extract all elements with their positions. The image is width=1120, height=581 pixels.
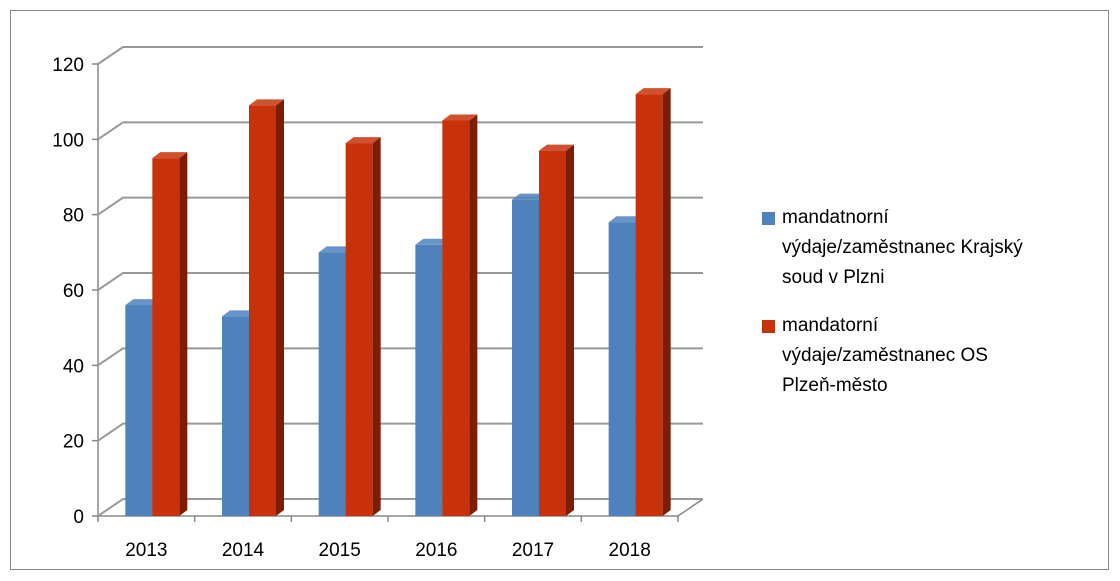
- y-tick-label: 120: [52, 55, 84, 76]
- legend-label: mandatnorní výdaje/zaměstnanec Krajský s…: [782, 207, 1023, 288]
- grid-line: [97, 46, 703, 65]
- bar-face: [318, 252, 346, 517]
- y-tick-label: 40: [63, 356, 84, 377]
- bar-face: [249, 105, 276, 516]
- bar-face: [608, 222, 636, 516]
- bar-face: [635, 94, 663, 516]
- bar-face: [566, 144, 574, 516]
- bar-face: [608, 216, 644, 223]
- y-tick-label: 80: [63, 206, 84, 227]
- bar-face: [125, 305, 153, 516]
- bar-face: [415, 244, 443, 517]
- bar: [635, 88, 671, 516]
- bar: [345, 137, 381, 516]
- bar: [249, 99, 284, 516]
- bar-face: [152, 158, 180, 516]
- y-tick-label: 20: [63, 432, 84, 453]
- bar: [442, 114, 478, 516]
- bar-face: [442, 114, 478, 121]
- grid-line: [97, 498, 703, 517]
- bar-face: [415, 238, 451, 245]
- bar-face: [539, 150, 566, 516]
- grid-line: [97, 196, 703, 216]
- y-tick-label: 0: [73, 507, 84, 528]
- legend: mandatnorní výdaje/zaměstnanec Krajský s…: [762, 203, 1042, 419]
- legend-label: mandatorní výdaje/zaměstnanec OS Plzeň-m…: [782, 315, 988, 396]
- bar-face: [345, 137, 381, 144]
- y-tick-label: 60: [63, 281, 84, 302]
- x-tick-label: 2017: [512, 540, 554, 561]
- x-tick-label: 2018: [609, 540, 651, 561]
- bar-face: [125, 299, 161, 306]
- bar-face: [249, 99, 284, 106]
- bar: [539, 144, 574, 516]
- bar-face: [222, 316, 249, 516]
- x-tick-label: 2013: [125, 540, 167, 561]
- x-tick-label: 2016: [415, 540, 457, 561]
- y-tick-label: 100: [52, 130, 84, 151]
- bar-face: [662, 88, 671, 516]
- bar-face: [635, 88, 671, 95]
- grid-line: [97, 121, 703, 141]
- bar: [152, 152, 188, 516]
- x-tick-label: 2015: [319, 540, 361, 561]
- legend-item: mandatorní výdaje/zaměstnanec OS Plzeň-m…: [762, 311, 1042, 401]
- bar-face: [276, 99, 284, 516]
- bar-face: [372, 137, 381, 516]
- frame: [10, 10, 1109, 570]
- bar-face: [512, 193, 547, 200]
- legend-item: mandatnorní výdaje/zaměstnanec Krajský s…: [762, 203, 1042, 293]
- bar-face: [512, 199, 539, 516]
- grid-line: [97, 422, 703, 442]
- bar-face: [442, 120, 470, 516]
- grid-line: [97, 272, 703, 291]
- bar-face: [222, 310, 257, 317]
- legend-swatch: [762, 212, 775, 225]
- bar-face: [469, 114, 478, 516]
- bar-face: [179, 152, 188, 516]
- legend-swatch: [762, 320, 775, 333]
- bar-face: [345, 143, 373, 516]
- bar-face: [318, 246, 354, 253]
- bar-face: [152, 152, 188, 159]
- x-tick-label: 2014: [222, 540, 265, 561]
- grid-line: [97, 347, 703, 367]
- bar-face: [539, 144, 574, 151]
